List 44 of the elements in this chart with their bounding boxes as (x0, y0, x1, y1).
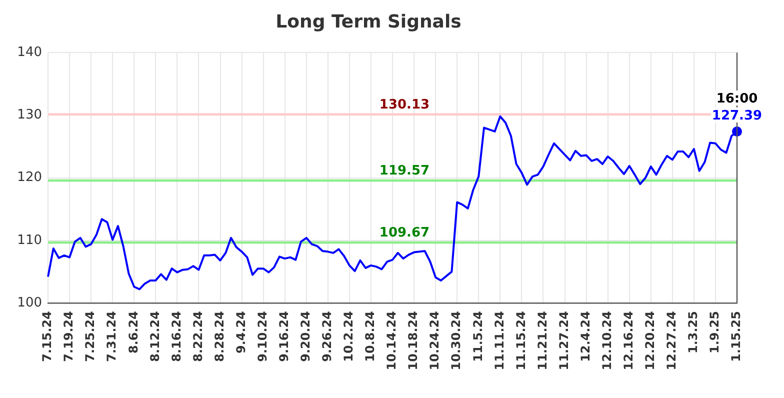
x-tick-label: 11.5.24 (470, 311, 485, 362)
x-tick-label: 7.25.24 (83, 311, 98, 362)
x-tick-label: 11.27.24 (556, 311, 571, 370)
x-tick-label: 8.12.24 (148, 311, 162, 362)
ref-line-label: 119.57 (379, 163, 430, 178)
ref-line-label: 130.13 (379, 97, 430, 112)
x-tick-label: 12.16.24 (621, 311, 636, 370)
x-tick-label: 12.20.24 (643, 311, 657, 370)
y-tick-label: 140 (17, 44, 42, 60)
x-tick-label: 1.3.25 (686, 311, 700, 354)
x-tick-label: 9.10.24 (255, 311, 270, 362)
x-tick-label: 12.10.24 (600, 311, 614, 370)
x-tick-label: 7.15.24 (40, 311, 54, 362)
x-tick-label: 1.9.25 (708, 311, 722, 354)
x-tick-label: 12.4.24 (578, 311, 592, 362)
x-tick-label: 8.16.24 (169, 311, 184, 362)
data-label: 127.39 (712, 108, 762, 124)
annotation: 16:00 (716, 91, 758, 106)
x-tick-label: 10.14.24 (384, 311, 399, 370)
x-tick-label: 9.4.24 (234, 311, 248, 354)
x-tick-label: 10.30.24 (449, 311, 464, 370)
x-tick-label: 12.27.24 (664, 311, 679, 370)
x-tick-label: 1.15.25 (729, 311, 744, 362)
y-tick-label: 120 (17, 170, 42, 186)
x-tick-label: 10.2.24 (342, 311, 356, 362)
y-tick-label: 110 (17, 232, 42, 248)
x-tick-label: 10.8.24 (363, 311, 378, 362)
x-tick-label: 9.16.24 (276, 311, 291, 362)
x-tick-label: 8.6.24 (126, 311, 140, 354)
ref-line-label: 109.67 (379, 225, 430, 240)
x-tick-label: 8.28.24 (212, 311, 226, 362)
x-tick-label: 7.31.24 (104, 311, 119, 362)
x-tick-label: 11.11.24 (492, 311, 506, 370)
x-tick-label: 8.22.24 (190, 311, 205, 362)
x-tick-label: 9.26.24 (320, 311, 334, 362)
x-tick-label: 10.24.24 (428, 311, 442, 370)
x-tick-label: 11.15.24 (514, 311, 528, 370)
y-tick-label: 130 (17, 108, 42, 123)
chart-title: Long Term Signals (276, 11, 462, 32)
x-tick-label: 7.19.24 (62, 311, 76, 362)
x-tick-label: 11.21.24 (535, 311, 550, 370)
x-tick-label: 10.18.24 (406, 311, 420, 370)
x-tick-label: 9.20.24 (298, 311, 312, 362)
y-tick-label: 100 (17, 295, 42, 310)
